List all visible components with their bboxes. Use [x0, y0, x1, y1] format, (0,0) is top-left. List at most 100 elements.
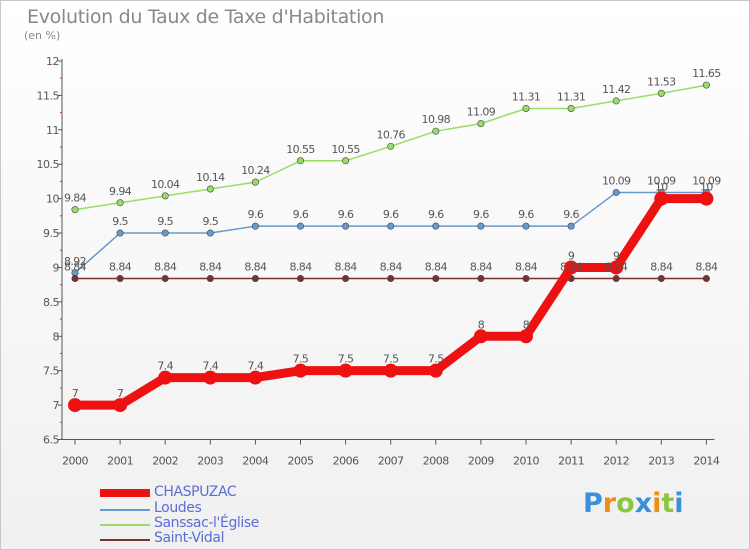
- data-label: 7.5: [428, 353, 444, 366]
- data-label: 9: [568, 249, 575, 262]
- data-point: [116, 229, 124, 237]
- data-point: [387, 274, 395, 282]
- x-tick-label: 2006: [333, 455, 359, 468]
- data-point: [477, 274, 485, 282]
- data-point: [203, 370, 218, 385]
- data-point: [612, 97, 620, 105]
- x-tick-label: 2013: [648, 455, 674, 468]
- data-label: 9.5: [112, 215, 128, 228]
- logo-letter: i: [652, 488, 662, 519]
- logo-letter: o: [616, 488, 635, 519]
- y-tick-label: 11.5: [37, 89, 60, 102]
- data-label: 10.09: [647, 174, 676, 187]
- data-label: 8.84: [289, 260, 312, 273]
- data-point: [428, 363, 443, 378]
- data-labels-layer: 7 7 7.4 7.4 7.4 7.5 7.5 7.5 7.5 8 8 9 9 10 10 8.92 9.5 9.…: [64, 67, 722, 400]
- data-label: 9.5: [157, 215, 173, 228]
- x-tick-label: 2012: [603, 455, 629, 468]
- data-point: [296, 274, 304, 282]
- data-point: [567, 222, 575, 230]
- data-label: 8.84: [154, 260, 177, 273]
- data-point: [113, 398, 128, 413]
- data-point: [473, 329, 488, 344]
- data-label: 8.84: [335, 260, 358, 273]
- data-point: [657, 274, 665, 282]
- data-label: 9: [613, 249, 620, 262]
- data-point: [564, 260, 579, 275]
- data-label: 11.31: [557, 90, 586, 103]
- data-label: 7.4: [157, 360, 173, 373]
- data-label: 10.55: [331, 143, 360, 156]
- data-label: 10.24: [241, 164, 270, 177]
- data-point: [387, 222, 395, 230]
- data-label: 10.76: [376, 128, 405, 141]
- data-point: [654, 191, 669, 206]
- data-point: [432, 127, 440, 135]
- data-label: 11.31: [512, 90, 541, 103]
- data-label: 10.09: [602, 174, 631, 187]
- legend-label-chaspuzac: CHASPUZAC: [154, 484, 237, 500]
- data-point: [248, 370, 263, 385]
- y-tick-label: 8.5: [43, 296, 59, 309]
- data-point: [68, 398, 82, 413]
- data-label: 11.09: [467, 106, 496, 119]
- y-tick-label: 10.5: [37, 158, 60, 171]
- y-tick-label: 11: [46, 124, 59, 137]
- y-tick-label: 7: [53, 399, 60, 412]
- x-tick-label: 2002: [152, 455, 178, 468]
- data-point: [338, 363, 353, 378]
- data-label: 10: [700, 181, 713, 194]
- data-label: 8.92: [64, 255, 86, 268]
- y-tick-label: 12: [46, 55, 59, 68]
- data-point: [296, 157, 304, 165]
- data-point: [657, 89, 665, 97]
- y-tick-label: 6.5: [43, 434, 59, 447]
- data-point: [161, 274, 169, 282]
- data-point: [612, 274, 620, 282]
- data-label: 7.4: [202, 360, 218, 373]
- legend-label-sanssac: Sanssac-l'Église: [154, 515, 260, 531]
- data-label: 8.84: [64, 260, 87, 273]
- legend-swatch-saint-vidal: [100, 539, 150, 541]
- legend-swatch-sanssac: [100, 524, 150, 526]
- data-point: [251, 178, 259, 186]
- data-point: [432, 222, 440, 230]
- logo-letter: r: [602, 488, 617, 519]
- data-label: 8: [523, 318, 530, 331]
- series-layer: [68, 81, 714, 413]
- data-label: 11.65: [692, 67, 721, 80]
- data-label: 8: [478, 318, 485, 331]
- data-label: 9.84: [64, 192, 87, 205]
- logo-letter: P: [583, 488, 603, 519]
- data-point: [206, 229, 214, 237]
- data-point: [342, 157, 350, 165]
- x-tick-label: 2007: [378, 455, 404, 468]
- legend-item-sanssac: Sanssac-l'Église: [100, 515, 340, 532]
- data-label: 10.98: [422, 113, 451, 126]
- data-point: [519, 329, 533, 344]
- data-point: [161, 229, 169, 237]
- data-point: [567, 104, 575, 112]
- data-label: 8.84: [695, 260, 718, 273]
- data-label: 11.42: [602, 83, 631, 96]
- data-point: [699, 191, 714, 206]
- data-point: [522, 104, 530, 112]
- data-point: [612, 188, 620, 196]
- data-point: [71, 206, 79, 214]
- data-label: 8.84: [380, 260, 403, 273]
- chart-title: Evolution du Taux de Taxe d'Habitation: [27, 6, 385, 28]
- data-point: [522, 222, 530, 230]
- x-tick-label: 2005: [288, 455, 314, 468]
- data-point: [477, 120, 485, 128]
- x-tick-label: 2009: [468, 455, 494, 468]
- data-point: [116, 199, 124, 207]
- unit-label: (en %): [24, 29, 61, 42]
- data-label: 9.6: [383, 208, 399, 221]
- data-label: 10.09: [692, 174, 721, 187]
- data-point: [342, 274, 350, 282]
- data-label: 8.84: [605, 260, 628, 273]
- data-label: 8.84: [560, 260, 583, 273]
- data-label: 7: [117, 387, 124, 400]
- data-label: 8.84: [199, 260, 222, 273]
